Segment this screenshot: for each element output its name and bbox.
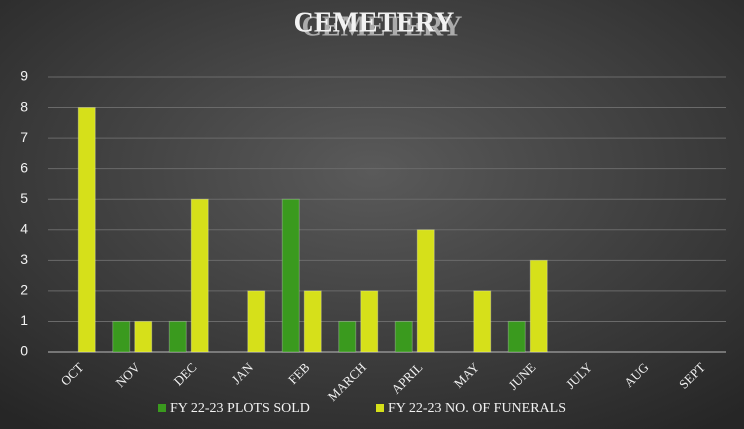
y-tick-label: 1 [20,312,28,328]
y-tick-label: 2 [20,282,28,298]
bar [281,198,300,353]
y-tick-label: 7 [20,129,28,145]
bar [112,320,131,353]
bar [190,198,209,353]
y-tick-label: 3 [20,251,28,267]
legend-label: FY 22-23 NO. OF FUNERALS [388,401,566,416]
bar [338,320,357,353]
bar [507,320,526,353]
legend-swatch [376,404,384,412]
bar [168,320,187,353]
legend-label: FY 22-23 PLOTS SOLD [170,401,310,416]
y-tick-label: 6 [20,159,28,175]
bar [529,259,548,353]
y-tick-label: 8 [20,98,28,114]
y-tick-label: 4 [20,220,28,236]
y-tick-label: 5 [20,190,28,206]
bar [360,290,379,353]
bar [77,107,96,353]
chart-title-shadow: CEMETERY [302,11,463,42]
bar [247,290,266,353]
y-tick-label: 9 [20,68,28,84]
chart-title: CEMETERY [294,7,455,38]
bar [394,320,413,353]
bar [134,320,153,353]
y-tick-label: 0 [20,343,28,359]
bar [473,290,492,353]
bar [303,290,322,353]
legend-swatch [158,404,166,412]
bar [416,229,435,353]
